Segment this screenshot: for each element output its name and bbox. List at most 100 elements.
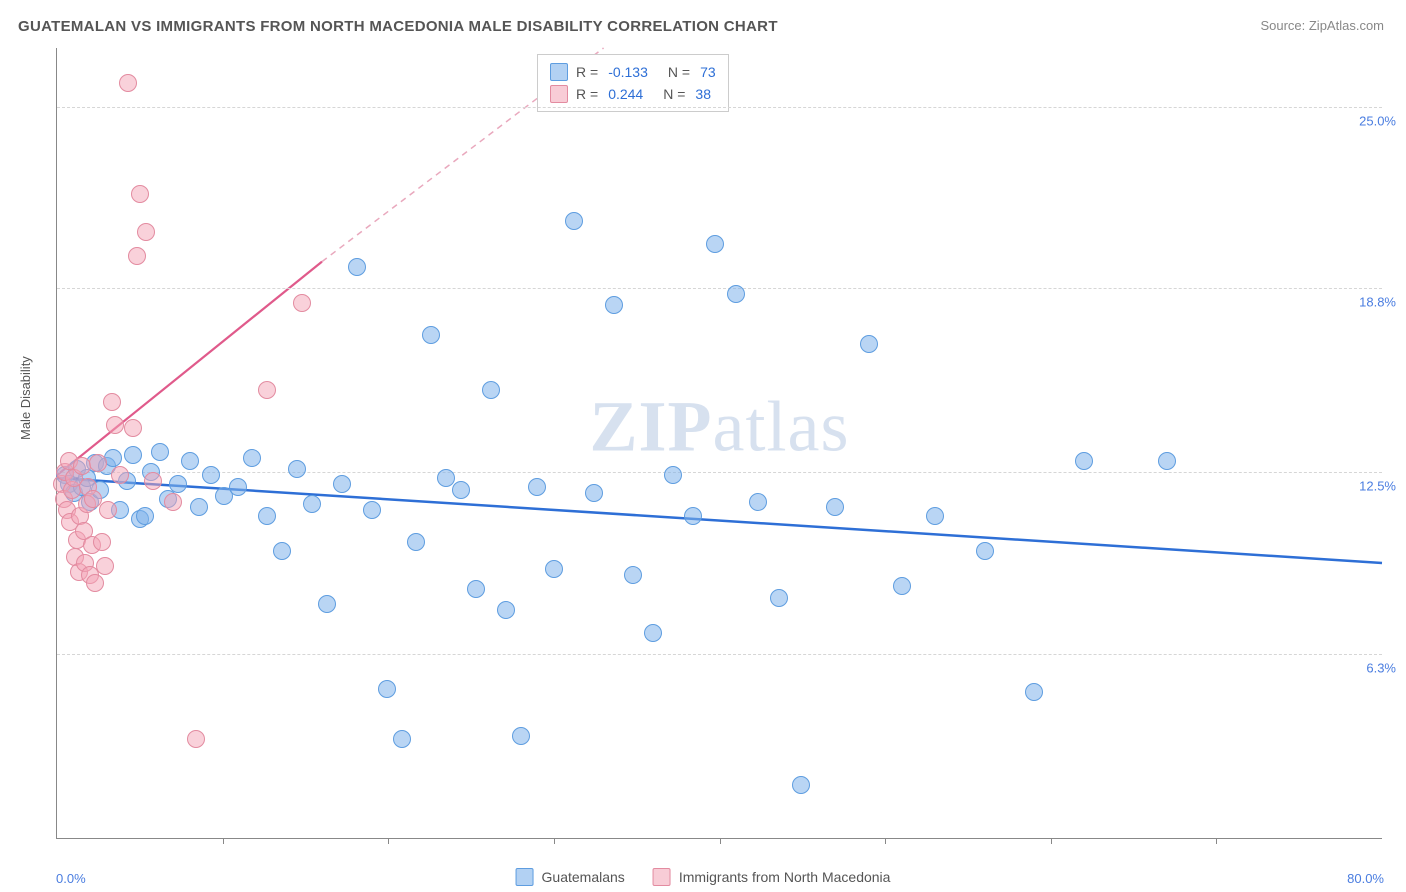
r-label: R = — [576, 64, 598, 80]
data-point — [664, 466, 682, 484]
trend-line — [57, 262, 322, 476]
n-value-pink: 38 — [695, 86, 711, 102]
r-label: R = — [576, 86, 598, 102]
data-point — [422, 326, 440, 344]
n-label: N = — [668, 64, 690, 80]
data-point — [243, 449, 261, 467]
gridline — [57, 654, 1382, 655]
data-point — [318, 595, 336, 613]
trend-line — [57, 478, 1382, 563]
data-point — [258, 381, 276, 399]
data-point — [452, 481, 470, 499]
x-tick — [1216, 838, 1217, 844]
data-point — [124, 419, 142, 437]
data-point — [684, 507, 702, 525]
data-point — [99, 501, 117, 519]
data-point — [926, 507, 944, 525]
data-point — [706, 235, 724, 253]
r-value-pink: 0.244 — [608, 86, 643, 102]
data-point — [1075, 452, 1093, 470]
data-point — [258, 507, 276, 525]
n-label: N = — [663, 86, 685, 102]
swatch-blue-icon — [516, 868, 534, 886]
chart-title: GUATEMALAN VS IMMIGRANTS FROM NORTH MACE… — [18, 18, 778, 35]
data-point — [96, 557, 114, 575]
y-tick-label: 25.0% — [1359, 113, 1396, 128]
data-point — [303, 495, 321, 513]
data-point — [103, 393, 121, 411]
data-point — [229, 478, 247, 496]
plot-area: ZIPatlas R = -0.133 N = 73 R = 0.244 N =… — [56, 48, 1382, 839]
swatch-blue-icon — [550, 63, 568, 81]
n-value-blue: 73 — [700, 64, 716, 80]
y-tick-label: 18.8% — [1359, 294, 1396, 309]
data-point — [273, 542, 291, 560]
data-point — [770, 589, 788, 607]
x-tick — [720, 838, 721, 844]
data-point — [565, 212, 583, 230]
data-point — [136, 507, 154, 525]
data-point — [393, 730, 411, 748]
x-tick — [1051, 838, 1052, 844]
legend-label: Immigrants from North Macedonia — [679, 869, 891, 885]
data-point — [363, 501, 381, 519]
data-point — [202, 466, 220, 484]
correlation-legend: R = -0.133 N = 73 R = 0.244 N = 38 — [537, 54, 729, 112]
x-tick — [554, 838, 555, 844]
data-point — [497, 601, 515, 619]
legend-row-blue: R = -0.133 N = 73 — [550, 61, 716, 83]
data-point — [169, 475, 187, 493]
data-point — [792, 776, 810, 794]
data-point — [288, 460, 306, 478]
y-tick-label: 6.3% — [1366, 660, 1396, 675]
data-point — [348, 258, 366, 276]
data-point — [187, 730, 205, 748]
gridline — [57, 472, 1382, 473]
source-credit: Source: ZipAtlas.com — [1260, 18, 1384, 33]
y-tick-label: 12.5% — [1359, 479, 1396, 494]
data-point — [727, 285, 745, 303]
series-legend: Guatemalans Immigrants from North Macedo… — [516, 868, 891, 886]
data-point — [893, 577, 911, 595]
data-point — [545, 560, 563, 578]
swatch-pink-icon — [653, 868, 671, 886]
data-point — [124, 446, 142, 464]
data-point — [131, 185, 149, 203]
x-axis-min: 0.0% — [56, 871, 86, 886]
data-point — [86, 574, 104, 592]
x-axis-max: 80.0% — [1347, 871, 1384, 886]
data-point — [585, 484, 603, 502]
data-point — [106, 416, 124, 434]
x-tick — [885, 838, 886, 844]
data-point — [624, 566, 642, 584]
data-point — [749, 493, 767, 511]
data-point — [467, 580, 485, 598]
y-axis-label: Male Disability — [18, 356, 33, 440]
data-point — [512, 727, 530, 745]
data-point — [644, 624, 662, 642]
data-point — [826, 498, 844, 516]
data-point — [293, 294, 311, 312]
data-point — [119, 74, 137, 92]
data-point — [482, 381, 500, 399]
legend-item-guatemalans: Guatemalans — [516, 868, 625, 886]
data-point — [190, 498, 208, 516]
legend-item-macedonia: Immigrants from North Macedonia — [653, 868, 891, 886]
data-point — [144, 472, 162, 490]
data-point — [164, 493, 182, 511]
trend-lines — [57, 48, 1382, 838]
swatch-pink-icon — [550, 85, 568, 103]
x-tick — [223, 838, 224, 844]
x-tick — [388, 838, 389, 844]
data-point — [976, 542, 994, 560]
data-point — [137, 223, 155, 241]
r-value-blue: -0.133 — [608, 64, 648, 80]
data-point — [128, 247, 146, 265]
data-point — [860, 335, 878, 353]
data-point — [151, 443, 169, 461]
data-point — [378, 680, 396, 698]
data-point — [528, 478, 546, 496]
data-point — [605, 296, 623, 314]
data-point — [111, 466, 129, 484]
data-point — [73, 457, 91, 475]
